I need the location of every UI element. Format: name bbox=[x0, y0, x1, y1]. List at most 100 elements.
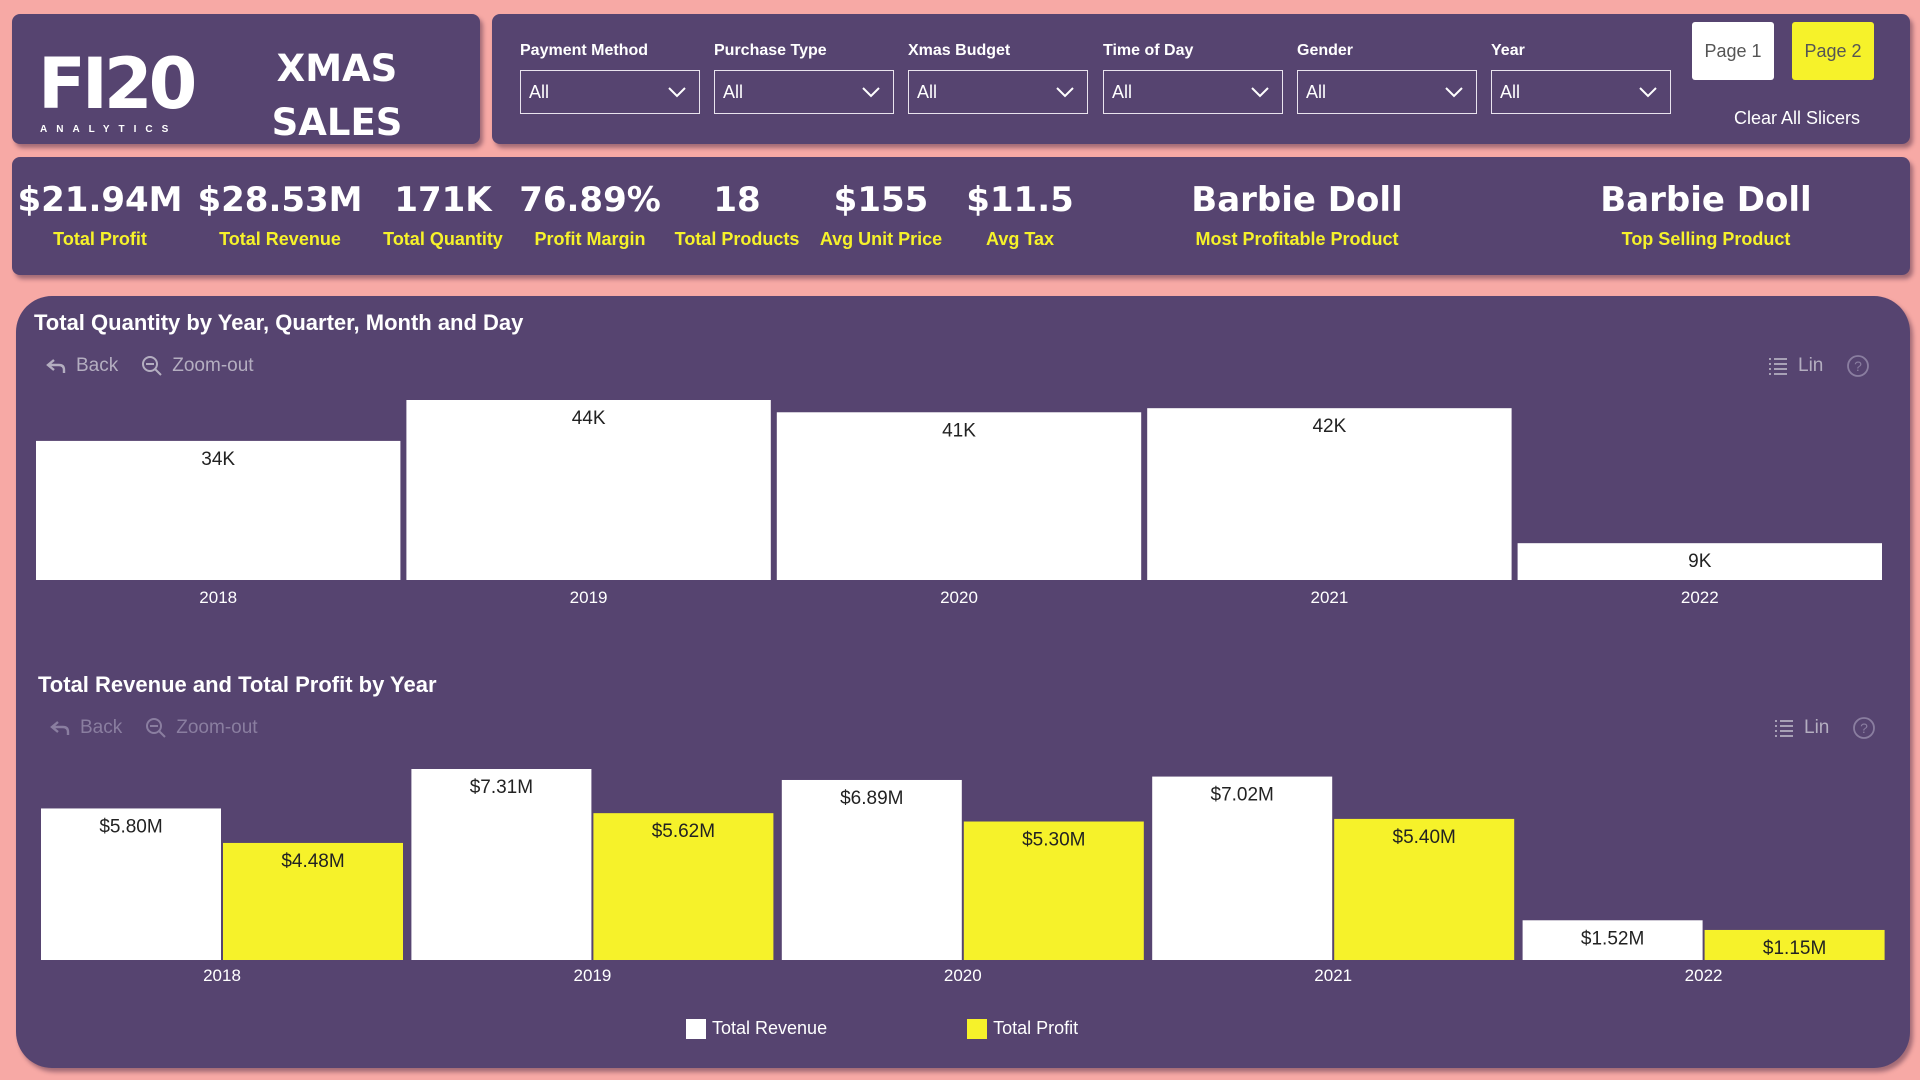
x-tick-label: 2020 bbox=[944, 966, 982, 985]
kpi-label: Total Profit bbox=[53, 229, 147, 249]
bar-total-revenue-2022[interactable] bbox=[1522, 920, 1703, 960]
zoom-out-label: Zoom-out bbox=[172, 355, 254, 376]
slicer-value: All bbox=[1112, 81, 1133, 102]
slicer-value: All bbox=[917, 81, 938, 102]
x-tick-label: 2018 bbox=[199, 588, 237, 607]
chart-legend: Total Revenue Total Profit bbox=[686, 1018, 1218, 1039]
kpi-total-products: 18 Total Products bbox=[587, 177, 887, 250]
slicer-gender: Gender All bbox=[1297, 42, 1477, 114]
bar-2022[interactable] bbox=[1517, 543, 1882, 580]
kpi-avg-tax: $11.5 Avg Tax bbox=[870, 177, 1170, 250]
back-label: Back bbox=[76, 355, 119, 376]
slicer-dropdown[interactable]: All bbox=[908, 70, 1088, 114]
bar-2018[interactable] bbox=[36, 440, 401, 580]
data-label: $5.62M bbox=[652, 821, 715, 842]
bar-total-revenue-2018[interactable] bbox=[41, 808, 221, 960]
kpi-value: 171K bbox=[394, 180, 492, 220]
x-tick-label: 2021 bbox=[1314, 966, 1352, 985]
slicer-time-of-day: Time of Day All bbox=[1103, 42, 1283, 114]
quantity-chart-title: Total Quantity by Year, Quarter, Month a… bbox=[34, 310, 524, 335]
revenue-chart-help[interactable]: ? bbox=[1852, 716, 1876, 740]
clear-all-slicers-button[interactable]: Clear All Slicers bbox=[1733, 108, 1861, 128]
bar-total-revenue-2021[interactable] bbox=[1152, 776, 1333, 960]
kpi-value: $155 bbox=[833, 180, 929, 220]
slicer-dropdown[interactable]: All bbox=[1103, 70, 1283, 114]
data-label: $5.80M bbox=[99, 816, 162, 837]
slicer-label: Xmas Budget bbox=[908, 42, 1011, 59]
svg-text:?: ? bbox=[1860, 720, 1868, 736]
slicer-dropdown[interactable]: All bbox=[714, 70, 894, 114]
legend-label-revenue: Total Revenue bbox=[712, 1018, 828, 1038]
x-tick-label: 2020 bbox=[940, 588, 978, 607]
chart-panel: Total Quantity by Year, Quarter, Month a… bbox=[16, 296, 1910, 1068]
kpi-total-revenue: $28.53M Total Revenue bbox=[130, 177, 430, 250]
x-tick-label: 2022 bbox=[1681, 588, 1719, 607]
data-label: $1.52M bbox=[1581, 928, 1644, 949]
bar-total-revenue-2020[interactable] bbox=[781, 779, 962, 960]
revenue-chart-scale-toggle[interactable]: Lin bbox=[1772, 716, 1829, 740]
bar-total-profit-2021[interactable] bbox=[1334, 818, 1515, 960]
back-arrow-icon bbox=[46, 359, 66, 373]
bar-2021[interactable] bbox=[1147, 408, 1512, 580]
back-button-2[interactable]: Back bbox=[48, 716, 122, 740]
logo-mark-text: FI20 bbox=[38, 43, 197, 125]
bar-total-profit-2018[interactable] bbox=[223, 842, 403, 960]
data-label: $1.15M bbox=[1763, 938, 1826, 959]
kpi-label: Most Profitable Product bbox=[1195, 229, 1399, 249]
legend-swatch-profit bbox=[967, 1018, 988, 1039]
kpi-panel: $21.94M Total Profit $28.53M Total Revenue 1… bbox=[12, 157, 1910, 275]
kpi-value: 18 bbox=[713, 180, 761, 220]
quantity-chart-toolbar: Back Zoom-out bbox=[44, 354, 276, 378]
chevron-down-icon bbox=[1445, 87, 1463, 98]
x-tick-label: 2019 bbox=[570, 588, 608, 607]
kpi-value: Barbie Doll bbox=[1600, 180, 1812, 220]
logo-sub-text: ANALYTICS bbox=[40, 124, 178, 135]
data-label: $7.02M bbox=[1211, 785, 1274, 806]
slicer-dropdown[interactable]: All bbox=[1297, 70, 1477, 114]
bar-total-profit-2022[interactable] bbox=[1704, 929, 1885, 960]
quantity-chart-help[interactable]: ? bbox=[1846, 354, 1870, 378]
kpi-value: $21.94M bbox=[17, 180, 183, 220]
kpi-top-selling-product: Barbie Doll Top Selling Product bbox=[1556, 177, 1856, 250]
bar-total-profit-2019[interactable] bbox=[593, 813, 774, 960]
kpi-label: Profit Margin bbox=[534, 229, 646, 249]
slicer-dropdown[interactable]: All bbox=[1491, 70, 1671, 114]
data-label: 42K bbox=[1312, 416, 1346, 437]
kpi-total-quantity: 171K Total Quantity bbox=[293, 177, 593, 250]
page-2-button[interactable]: Page 2 bbox=[1792, 22, 1874, 80]
quantity-bar-chart: 34K 2018 44K 2019 41K 2020 42K 2021 9K 2022 bbox=[36, 400, 1882, 607]
slicer-purchase-type: Purchase Type All bbox=[714, 42, 894, 114]
bar-2019[interactable] bbox=[406, 400, 771, 580]
slicer-dropdown[interactable]: All bbox=[520, 70, 700, 114]
slicer-xmas-budget: Xmas Budget All bbox=[908, 42, 1088, 114]
quantity-chart-scale-toggle[interactable]: Lin bbox=[1766, 354, 1823, 378]
legend-total-profit[interactable]: Total Profit bbox=[967, 1018, 1078, 1039]
lin-label: Lin bbox=[1804, 717, 1830, 738]
x-tick-label: 2022 bbox=[1685, 966, 1723, 985]
page-1-button[interactable]: Page 1 bbox=[1692, 22, 1774, 80]
kpi-label: Top Selling Product bbox=[1621, 229, 1791, 249]
data-label: $5.30M bbox=[1022, 830, 1085, 851]
chevron-down-icon bbox=[668, 87, 686, 98]
legend-total-revenue[interactable]: Total Revenue bbox=[686, 1018, 827, 1039]
zoom-out-button[interactable]: Zoom-out bbox=[140, 354, 254, 378]
logo-panel: FI20 ANALYTICS XMAS SALES ANALYSIS bbox=[12, 14, 480, 198]
zoom-out-icon bbox=[146, 718, 166, 738]
slicer-label: Year bbox=[1491, 42, 1525, 59]
slicer-label: Time of Day bbox=[1103, 42, 1194, 59]
back-button[interactable]: Back bbox=[44, 354, 118, 378]
list-icon bbox=[1775, 720, 1793, 737]
back-label: Back bbox=[80, 717, 123, 738]
kpi-label: Total Quantity bbox=[383, 229, 503, 249]
company-logo: FI20 ANALYTICS bbox=[38, 44, 198, 136]
zoom-out-button-2[interactable]: Zoom-out bbox=[144, 716, 258, 740]
kpi-avg-unit-price: $155 Avg Unit Price bbox=[731, 177, 1031, 250]
bar-total-profit-2020[interactable] bbox=[963, 821, 1144, 960]
slicer-label: Gender bbox=[1297, 42, 1354, 59]
bar-total-revenue-2019[interactable] bbox=[411, 769, 592, 960]
kpi-value: $11.5 bbox=[966, 180, 1074, 220]
bar-2020[interactable] bbox=[776, 412, 1142, 580]
zoom-out-icon bbox=[142, 356, 162, 376]
help-icon: ? bbox=[1847, 355, 1869, 377]
kpi-profit-margin: 76.89% Profit Margin bbox=[440, 177, 740, 250]
